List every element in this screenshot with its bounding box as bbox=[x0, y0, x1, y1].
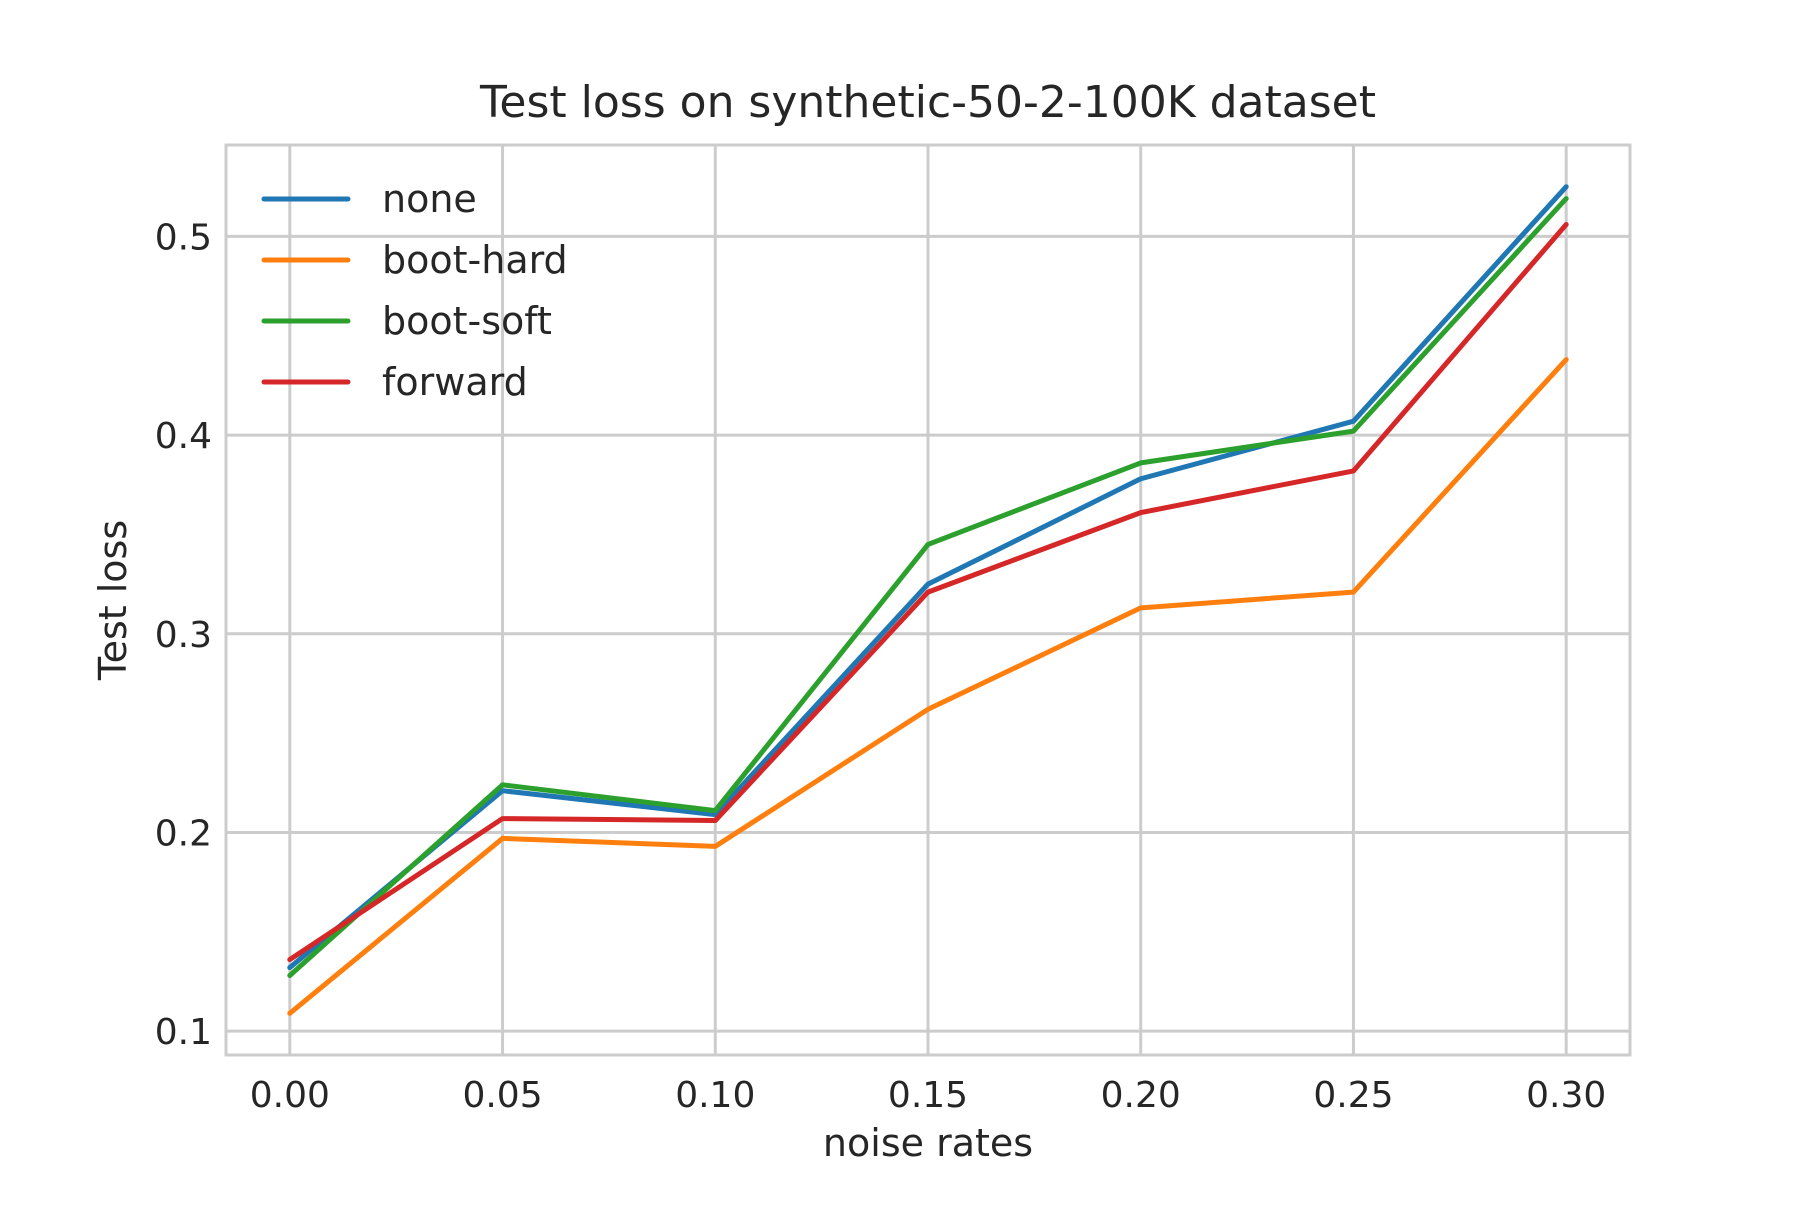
x-tick-label: 0.20 bbox=[1101, 1075, 1181, 1116]
tick-labels: 0.00 0.05 0.10 0.15 0.20 0.25 0.30 0.1 0.2 0.3 0.4… bbox=[155, 217, 1607, 1116]
series-line-none bbox=[287, 184, 1569, 971]
x-tick-label: 0.25 bbox=[1313, 1075, 1393, 1116]
y-axis-label: Test loss bbox=[91, 520, 135, 681]
series-line-boot-hard bbox=[287, 357, 1569, 1016]
legend: none boot-hard boot-soft forward bbox=[261, 177, 568, 404]
x-tick-label: 0.05 bbox=[462, 1075, 542, 1116]
legend-label-boot-hard: boot-hard bbox=[382, 238, 568, 282]
series-line-forward bbox=[287, 222, 1569, 963]
plot-frame bbox=[224, 143, 1632, 1057]
y-tick-label: 0.5 bbox=[155, 217, 212, 258]
x-tick-label: 0.10 bbox=[675, 1075, 755, 1116]
x-tick-label: 0.30 bbox=[1526, 1075, 1606, 1116]
chart-title: Test loss on synthetic-50-2-100K dataset bbox=[479, 77, 1376, 128]
y-tick-label: 0.4 bbox=[155, 416, 212, 457]
series-lines bbox=[287, 184, 1569, 1016]
y-tick-label: 0.2 bbox=[155, 813, 212, 854]
series-line-boot-soft bbox=[287, 196, 1569, 978]
legend-label-forward: forward bbox=[382, 360, 528, 404]
x-tick-label: 0.15 bbox=[888, 1075, 968, 1116]
legend-label-boot-soft: boot-soft bbox=[382, 299, 552, 343]
grid bbox=[226, 145, 1630, 1055]
x-tick-label: 0.00 bbox=[250, 1075, 330, 1116]
y-tick-label: 0.1 bbox=[155, 1012, 212, 1053]
legend-label-none: none bbox=[382, 177, 477, 221]
x-axis-label: noise rates bbox=[823, 1121, 1033, 1165]
y-tick-label: 0.3 bbox=[155, 615, 212, 656]
